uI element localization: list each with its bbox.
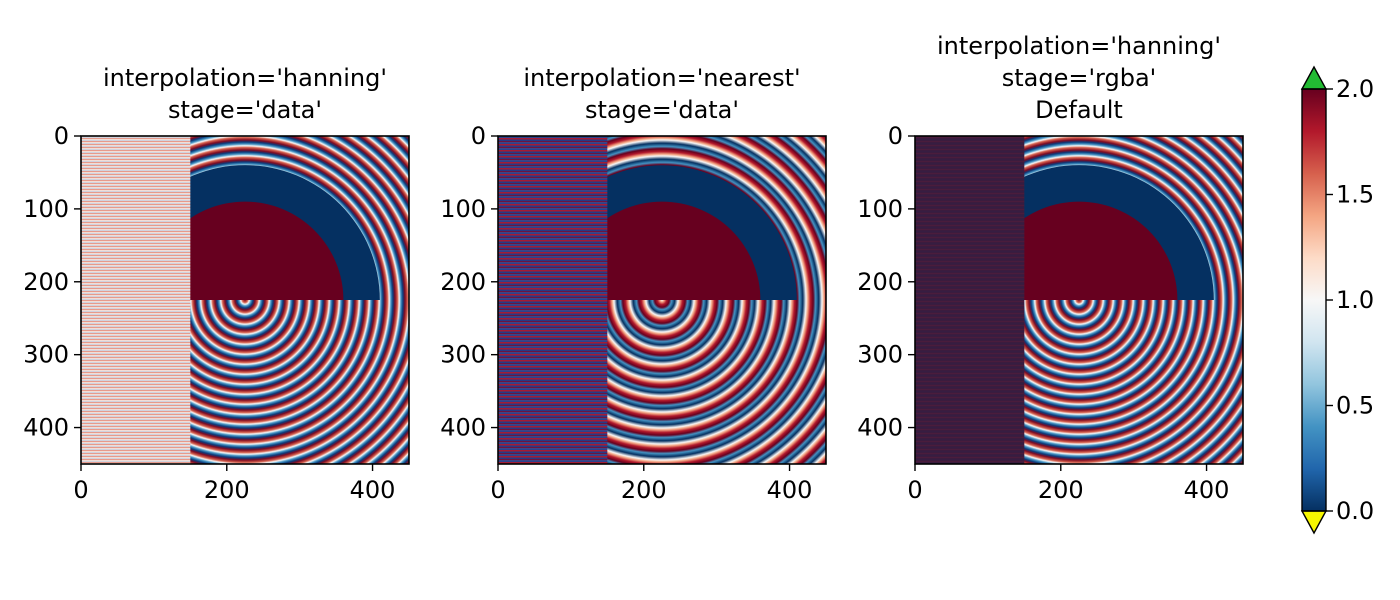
- panel-2-xtick-label-200: 200: [621, 476, 667, 504]
- panel-2-title-line-1: interpolation='nearest': [523, 64, 801, 92]
- panel-1-title: interpolation='hanning' stage='data': [45, 62, 445, 126]
- panel-3-ytick-label-300: 300: [857, 341, 903, 369]
- panel-3-ytick-label-400: 400: [857, 414, 903, 442]
- colorbar-over-extension: [1300, 65, 1328, 90]
- colorbar-tick-label-1.5: 1.5: [1336, 181, 1374, 209]
- panel-1-image: [81, 136, 409, 464]
- panel-3-xtick-label-400: 400: [1184, 476, 1230, 504]
- panel-1-red-half-disk: [146, 201, 344, 300]
- panel-3-left-band: [915, 136, 1025, 464]
- panel-2-xtick-label-0: 0: [490, 476, 505, 504]
- panel-2: 0 200 400 0 100 200 300 400: [440, 122, 827, 504]
- panel-3-title: interpolation='hanning' stage='rgba' Def…: [879, 30, 1279, 126]
- panel-2-ytick-label-100: 100: [440, 195, 486, 223]
- panel-1-ytick-label-0: 0: [54, 122, 69, 150]
- colorbar-tick-label-1: 1.0: [1336, 286, 1374, 314]
- panel-2-ytick-label-400: 400: [440, 414, 486, 442]
- panel-1-left-band: [81, 136, 191, 464]
- panel-1-xtick-label-200: 200: [204, 476, 250, 504]
- panel-2-image: [498, 136, 826, 464]
- panel-1-ytick-label-400: 400: [23, 414, 69, 442]
- panel-2-title-line-2: stage='data': [585, 96, 739, 124]
- panel-3-title-line-3: Default: [1035, 96, 1123, 124]
- panel-1-ytick-label-200: 200: [23, 268, 69, 296]
- colorbar-tick-label-0.5: 0.5: [1336, 392, 1374, 420]
- panel-3-xtick-label-0: 0: [907, 476, 922, 504]
- panel-1-frame: [80, 135, 410, 465]
- panel-2-title: interpolation='nearest' stage='data': [462, 62, 862, 126]
- panel-3: 0 200 400 0 100 200 300 400: [857, 122, 1244, 504]
- panel-2-ytick-label-0: 0: [471, 122, 486, 150]
- panel-2-ytick-label-300: 300: [440, 341, 486, 369]
- panel-1-title-line-1: interpolation='hanning': [103, 64, 387, 92]
- panel-3-title-line-2: stage='rgba': [1001, 64, 1157, 92]
- panel-3-ytick-label-100: 100: [857, 195, 903, 223]
- panel-3-image: [915, 136, 1243, 464]
- panel-3-frame: [914, 135, 1244, 465]
- panel-3-ytick-label-0: 0: [888, 122, 903, 150]
- panel-1-xtick-label-0: 0: [73, 476, 88, 504]
- panel-1-ytick-label-100: 100: [23, 195, 69, 223]
- panel-1-ytick-label-300: 300: [23, 341, 69, 369]
- colorbar-tick-label-2: 2.0: [1336, 75, 1374, 103]
- panel-3-ytick-label-200: 200: [857, 268, 903, 296]
- panel-3-red-half-disk: [980, 201, 1178, 300]
- panel-3-title-line-1: interpolation='hanning': [937, 32, 1221, 60]
- panel-2-red-half-disk: [563, 201, 761, 300]
- colorbar-gradient: [1302, 89, 1326, 511]
- panel-2-left-band: [498, 136, 608, 464]
- panel-3-xtick-label-200: 200: [1038, 476, 1084, 504]
- panel-2-xtick-label-400: 400: [767, 476, 813, 504]
- colorbar-under-extension: [1300, 510, 1328, 535]
- panel-1-title-line-2: stage='data': [168, 96, 322, 124]
- panel-2-frame: [497, 135, 827, 465]
- panel-2-ytick-label-200: 200: [440, 268, 486, 296]
- colorbar-tick-label-0: 0.0: [1336, 497, 1374, 525]
- panel-1: 0 200 400 0 100 200 300 400: [23, 122, 410, 504]
- panel-1-xtick-label-400: 400: [350, 476, 396, 504]
